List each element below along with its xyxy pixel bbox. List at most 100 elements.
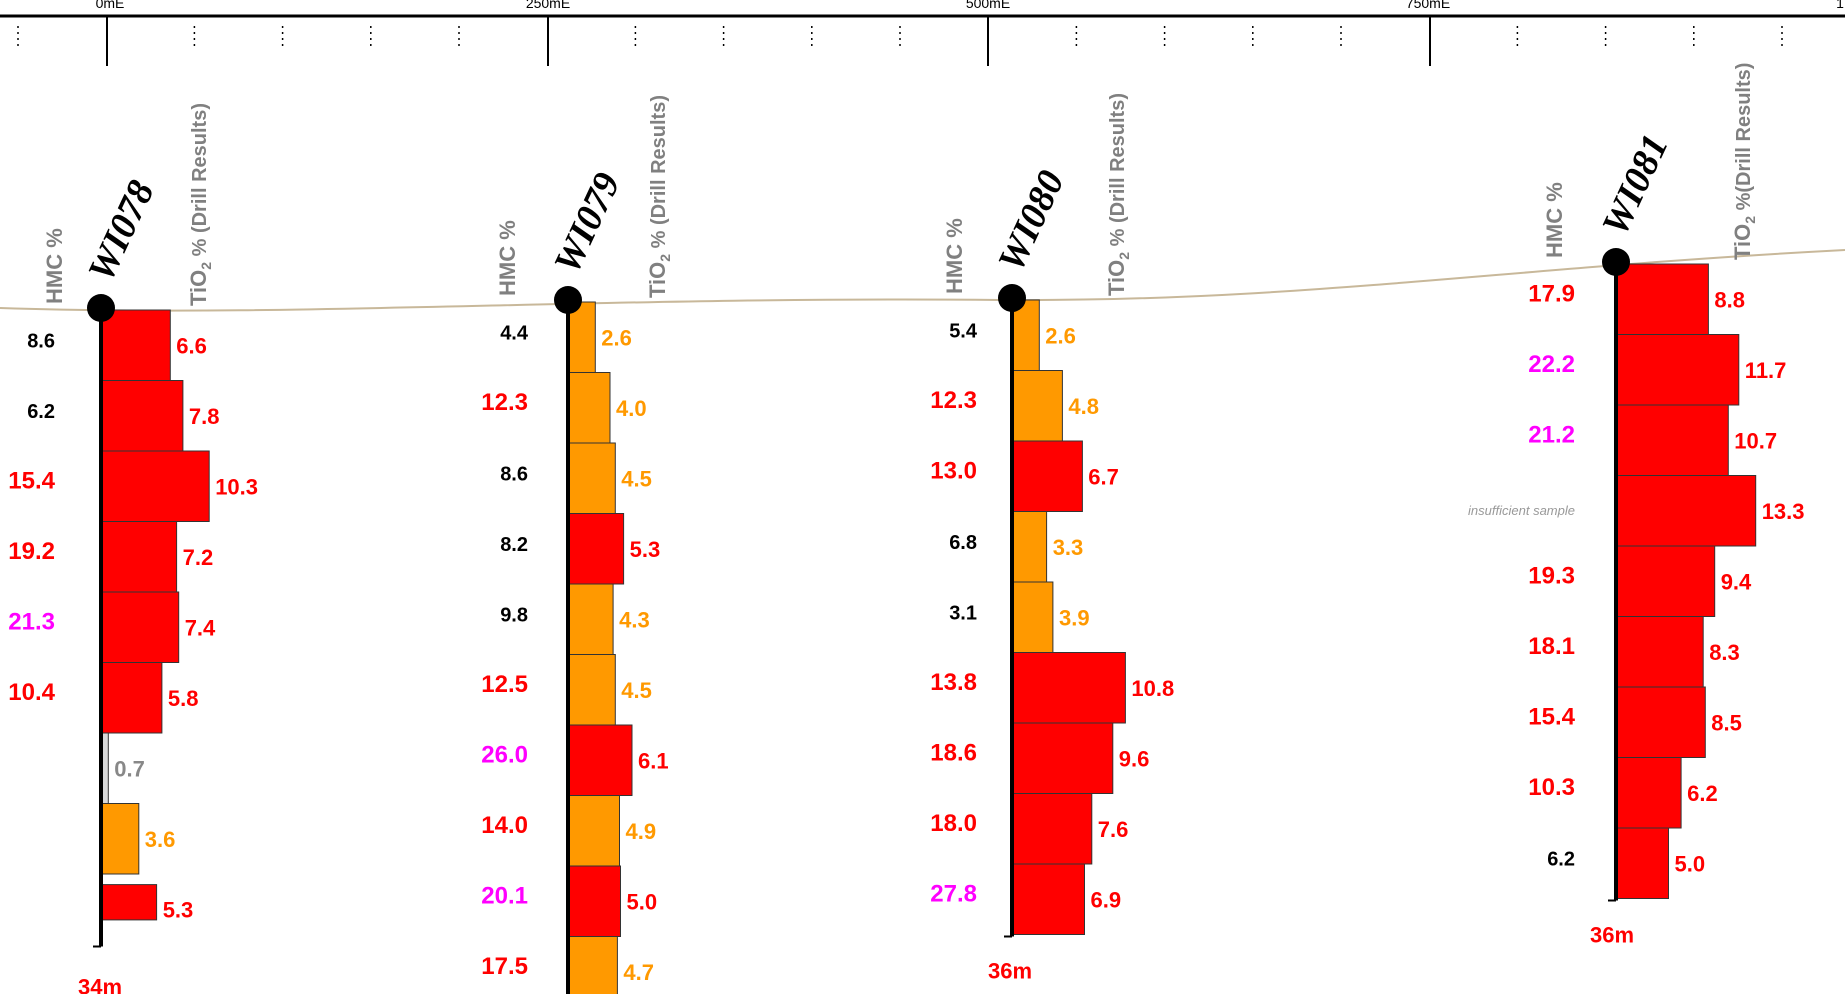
tio2-bar (567, 795, 620, 867)
drill-hole-wi080: 2.6 5.4 4.8 12.3 6.7 13.0 3.3 6.8 3.9 3.1 10.8 13.8… (930, 93, 1174, 983)
tio2-bar (1011, 370, 1063, 442)
tio2-value-label: 6.2 (1687, 781, 1718, 806)
scale-label-end: 1 (1836, 0, 1844, 11)
tio2-column-header: TiO2 % (Drill Results) (645, 95, 673, 298)
hmc-value-label: 18.1 (1528, 633, 1575, 660)
tio2-value-label: 9.6 (1119, 746, 1150, 771)
hmc-value-label: 6.2 (1547, 848, 1575, 870)
tio2-bar (567, 865, 621, 937)
tio2-bar (1011, 793, 1093, 865)
tio2-bar (100, 803, 140, 875)
hole-id-label: WI080 (990, 164, 1073, 277)
tio2-bar (1615, 686, 1706, 758)
tio2-bar (1011, 863, 1085, 935)
tio2-value-label: 7.4 (185, 615, 216, 640)
tio2-value-label: 3.9 (1059, 605, 1090, 630)
tio2-bar (1011, 511, 1048, 583)
tio2-bar (567, 442, 616, 514)
tio2-value-label: 8.3 (1709, 640, 1740, 665)
tio2-bar (567, 654, 616, 726)
tio2-value-label: 3.3 (1053, 535, 1084, 560)
hmc-value-label: 13.8 (930, 669, 977, 696)
hmc-value-label: 6.8 (949, 532, 977, 554)
tio2-column-header: TiO2 % (Drill Results) (1104, 93, 1132, 296)
hmc-value-label: 27.8 (930, 880, 977, 907)
tio2-bar (567, 513, 625, 585)
hole-id-label: WI079 (546, 166, 629, 279)
tio2-value-label: 5.3 (630, 537, 661, 562)
scale-label-500: 500mE (966, 0, 1010, 11)
hmc-column-header: HMC % (942, 218, 967, 294)
tio2-bar (1615, 263, 1709, 335)
tio2-bar (1011, 652, 1126, 724)
hmc-column-header: HMC % (1542, 182, 1567, 258)
tio2-value-label: 4.0 (616, 396, 647, 421)
hole-depth-label: 36m (1590, 923, 1634, 948)
hole-id-label: WI081 (1594, 128, 1677, 241)
hmc-value-label: 19.3 (1528, 562, 1575, 589)
tio2-bar (100, 380, 184, 452)
hmc-value-label: 14.0 (481, 812, 528, 839)
hole-depth-label: 36m (988, 959, 1032, 984)
tio2-bar (1615, 545, 1716, 617)
tio2-value-label: 2.6 (601, 325, 632, 350)
drill-collar-marker (554, 286, 582, 314)
hmc-value-label: 26.0 (481, 741, 528, 768)
tio2-bar (1011, 722, 1114, 794)
tio2-value-label: 10.3 (215, 474, 258, 499)
tio2-bar (567, 936, 618, 994)
tio2-bar (1011, 440, 1083, 512)
hmc-value-label: 12.3 (481, 389, 528, 416)
tio2-value-label: 3.6 (145, 827, 176, 852)
tio2-bar (100, 662, 163, 734)
hmc-value-label: 19.2 (8, 538, 55, 565)
hmc-value-label: 8.6 (500, 463, 528, 485)
hole-depth-label: 34m (78, 975, 122, 994)
tio2-bar (567, 583, 614, 655)
hmc-value-label: 8.2 (500, 534, 528, 556)
tio2-bar (567, 301, 596, 373)
tio2-bar (1615, 404, 1729, 476)
tio2-bar (567, 724, 633, 796)
hmc-value-label: 3.1 (949, 602, 977, 624)
tio2-bar (1011, 581, 1054, 653)
drill-hole-wi079: 2.6 4.4 4.0 12.3 4.5 8.6 5.3 8.2 4.3 9.8 4.5 12.5 6.… (481, 95, 673, 994)
tio2-column-header: TiO2 % (Drill Results) (186, 103, 214, 306)
hmc-value-label: 5.4 (949, 320, 978, 342)
hmc-note-label: insufficient sample (1468, 503, 1575, 518)
hmc-value-label: 6.2 (27, 401, 55, 423)
tio2-bar (100, 309, 171, 381)
tio2-column-header: TiO2 %(Drill Results) (1730, 63, 1758, 260)
drill-hole-wi081: 8.8 17.9 11.7 22.2 10.7 21.2 13.3 insufficient … (1468, 63, 1804, 948)
hmc-value-label: 21.3 (8, 608, 55, 635)
tio2-value-label: 7.8 (189, 404, 220, 429)
tio2-value-label: 5.8 (168, 686, 199, 711)
easting-scale-bar: 0mE 250mE 500mE 750mE 1 (0, 0, 1845, 66)
hmc-value-label: 13.0 (930, 457, 977, 484)
tio2-bar (1615, 475, 1757, 547)
hmc-value-label: 18.0 (930, 810, 977, 837)
tio2-value-label: 4.9 (626, 819, 657, 844)
hmc-value-label: 9.8 (500, 604, 528, 626)
hmc-value-label: 8.6 (27, 330, 55, 352)
tio2-value-label: 4.5 (621, 678, 652, 703)
tio2-value-label: 8.8 (1714, 287, 1745, 312)
tio2-bar (567, 372, 611, 444)
tio2-bar (100, 521, 178, 593)
tio2-value-label: 5.3 (163, 897, 194, 922)
tio2-bar (1615, 757, 1682, 829)
drill-collar-marker (87, 294, 115, 322)
drill-collar-marker (1602, 248, 1630, 276)
hmc-value-label: 17.9 (1528, 280, 1575, 307)
hmc-value-label: 15.4 (1528, 703, 1575, 730)
tio2-value-label: 5.0 (1675, 851, 1706, 876)
tio2-value-label: 4.5 (621, 466, 652, 491)
hmc-value-label: 12.3 (930, 387, 977, 414)
tio2-value-label: 6.9 (1091, 887, 1122, 912)
tio2-value-label: 6.1 (638, 748, 669, 773)
tio2-value-label: 4.8 (1068, 394, 1099, 419)
hmc-value-label: 10.3 (1528, 774, 1575, 801)
hmc-value-label: 18.6 (930, 739, 977, 766)
